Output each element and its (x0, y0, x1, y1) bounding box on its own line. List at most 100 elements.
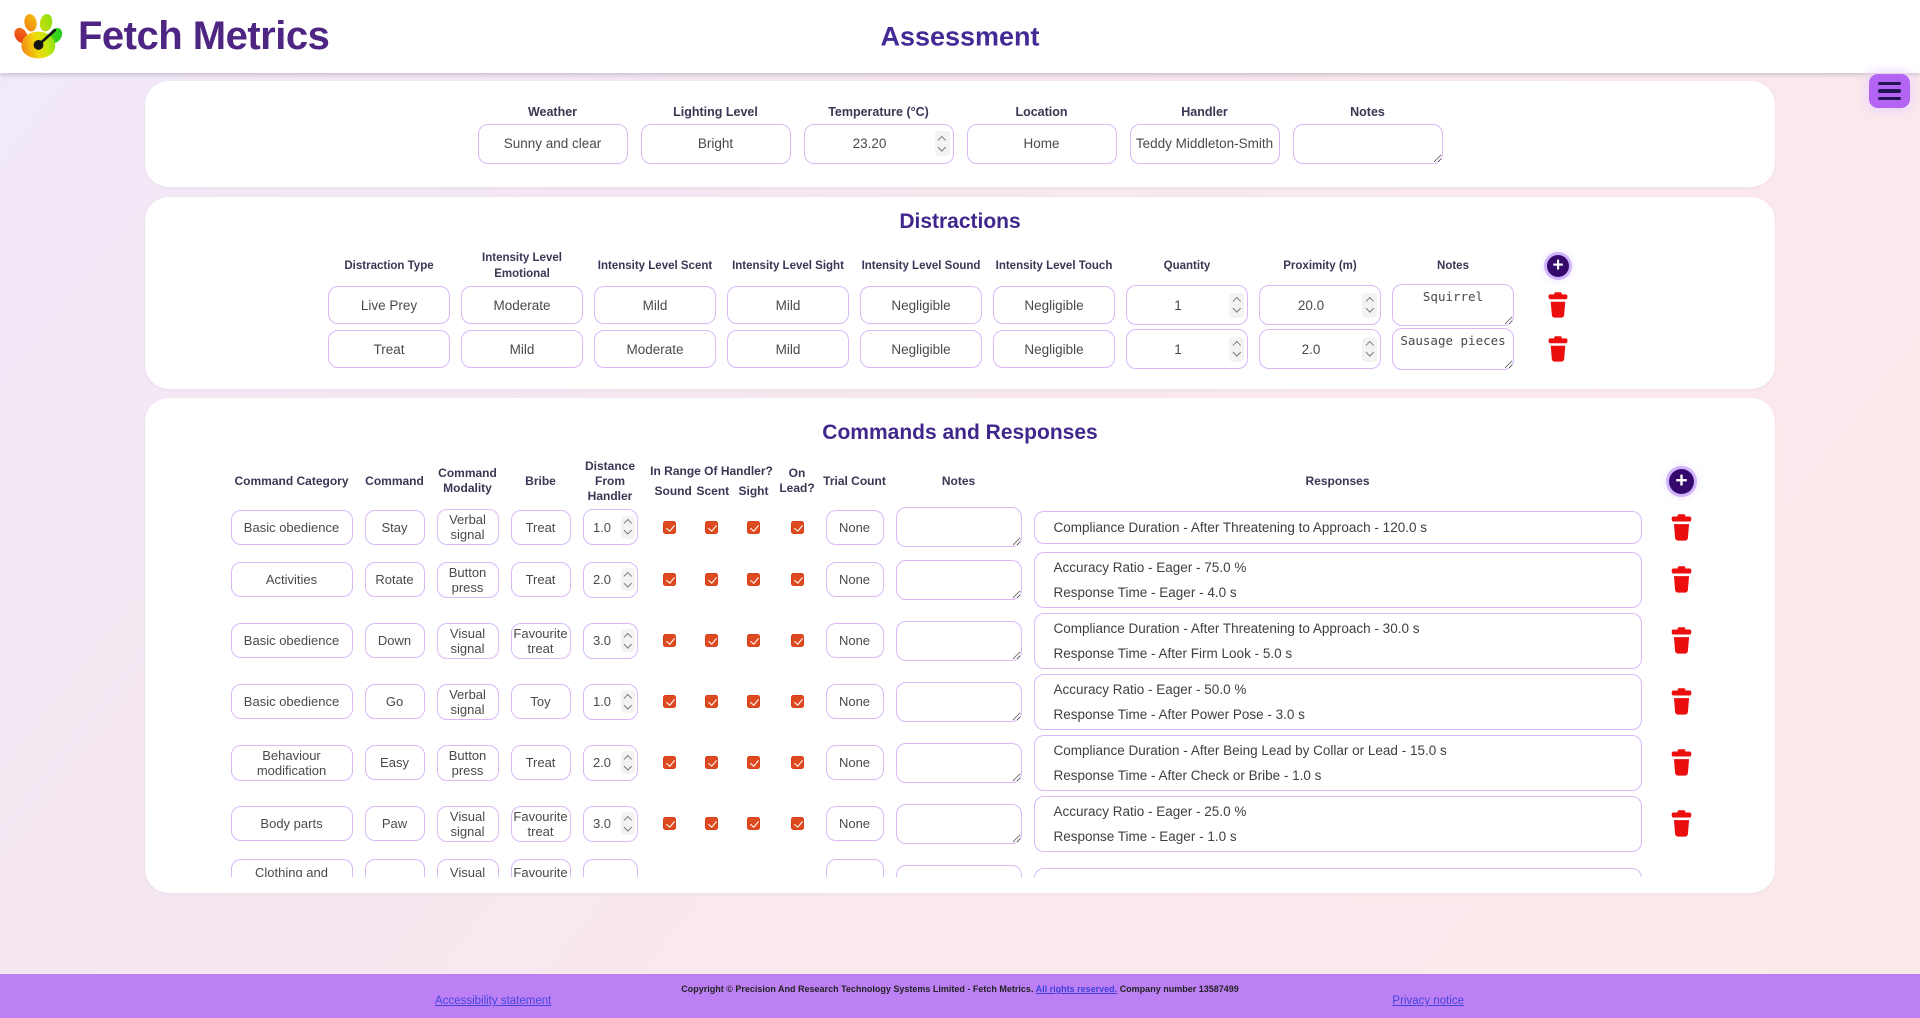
number-spinner[interactable] (620, 751, 635, 774)
sight-checkbox[interactable] (747, 817, 760, 830)
number-spinner[interactable] (1362, 336, 1377, 362)
command-modality-select[interactable]: Visual signal (436, 805, 499, 842)
distance-from-handler-input[interactable] (582, 858, 638, 877)
command-select[interactable]: Easy (364, 745, 425, 780)
weather-select[interactable]: Sunny and clear (477, 123, 628, 164)
delete-command-button[interactable] (1671, 749, 1692, 776)
scent-checkbox[interactable] (705, 634, 718, 647)
command-modality-select[interactable]: Button press (436, 744, 499, 781)
trial-count-select[interactable]: None (825, 684, 884, 719)
command-modality-select[interactable]: Verbal signal (436, 509, 499, 545)
command-select[interactable]: Go (364, 684, 425, 719)
distance-from-handler-input[interactable]: 2.0 (582, 744, 638, 781)
intensity-touch-select[interactable]: Negligible (993, 330, 1115, 368)
intensity-sound-select[interactable]: Negligible (860, 330, 982, 368)
number-spinner[interactable] (1229, 336, 1244, 362)
distraction-type-select[interactable]: Treat (328, 330, 450, 368)
sound-checkbox[interactable] (663, 695, 676, 708)
environment-notes-textarea[interactable] (1292, 123, 1443, 164)
distance-from-handler-input[interactable]: 3.0 (582, 805, 638, 842)
intensity-sight-select[interactable]: Mild (727, 330, 849, 368)
scent-checkbox[interactable] (705, 695, 718, 708)
delete-distraction-button[interactable] (1548, 336, 1568, 362)
delete-command-button[interactable] (1671, 627, 1692, 654)
command-notes-textarea[interactable] (895, 681, 1022, 722)
handler-select[interactable]: Teddy Middleton-Smith (1129, 123, 1280, 164)
bribe-select[interactable]: Toy (510, 684, 571, 719)
responses-box[interactable]: Compliance Duration - After Threatening … (1033, 612, 1642, 669)
trial-count-select[interactable] (825, 858, 884, 877)
sound-checkbox[interactable] (663, 520, 676, 534)
command-modality-select[interactable]: Button press (436, 561, 499, 598)
trial-count-select[interactable]: None (825, 745, 884, 780)
command-category-select[interactable]: Clothing and (230, 858, 353, 877)
number-spinner[interactable] (620, 568, 635, 591)
on-lead-checkbox[interactable] (790, 817, 804, 830)
command-notes-textarea[interactable] (895, 620, 1022, 661)
number-spinner[interactable] (620, 629, 635, 652)
on-lead-checkbox[interactable] (790, 756, 804, 769)
bribe-select[interactable]: Favourite treat (510, 622, 571, 659)
temperature-input[interactable]: 23.20 (803, 123, 954, 164)
responses-box[interactable]: Accuracy Ratio - Eager - 50.0 % Response… (1033, 673, 1642, 730)
number-spinner[interactable] (620, 812, 635, 835)
command-select[interactable]: Stay (364, 509, 425, 545)
sight-checkbox[interactable] (747, 573, 760, 586)
all-rights-reserved-link[interactable]: All rights reserved. (1035, 984, 1118, 994)
scent-checkbox[interactable] (705, 817, 718, 830)
bribe-select[interactable]: Favourite (510, 858, 571, 877)
intensity-emotional-select[interactable]: Mild (461, 330, 583, 368)
command-notes-textarea[interactable] (895, 803, 1022, 844)
trial-count-select[interactable]: None (825, 623, 884, 658)
distraction-notes-textarea[interactable] (1392, 328, 1514, 370)
number-spinner[interactable] (620, 515, 635, 539)
command-notes-textarea[interactable] (895, 742, 1022, 783)
distance-from-handler-input[interactable]: 2.0 (582, 561, 638, 598)
sight-checkbox[interactable] (747, 756, 760, 769)
accessibility-statement-link[interactable]: Accessibility statement (435, 995, 552, 1007)
command-modality-select[interactable]: Verbal signal (436, 683, 499, 720)
on-lead-checkbox[interactable] (790, 573, 804, 586)
bribe-select[interactable]: Treat (510, 562, 571, 597)
command-select[interactable]: Rotate (364, 562, 425, 597)
number-spinner[interactable] (1229, 292, 1244, 318)
intensity-scent-select[interactable]: Moderate (594, 330, 716, 368)
command-select[interactable]: Paw (364, 806, 425, 841)
bribe-select[interactable]: Treat (510, 745, 571, 780)
distance-from-handler-input[interactable]: 1.0 (582, 509, 638, 545)
bribe-select[interactable]: Treat (510, 509, 571, 545)
quantity-input[interactable]: 1 (1126, 285, 1248, 325)
menu-button[interactable] (1869, 74, 1910, 108)
command-category-select[interactable]: Basic obedience (230, 684, 353, 719)
intensity-scent-select[interactable]: Mild (594, 286, 716, 324)
distraction-notes-textarea[interactable] (1392, 284, 1514, 326)
command-category-select[interactable]: Body parts (230, 806, 353, 841)
distance-from-handler-input[interactable]: 1.0 (582, 683, 638, 720)
number-spinner[interactable] (620, 690, 635, 713)
sound-checkbox[interactable] (663, 634, 676, 647)
command-category-select[interactable]: Activities (230, 562, 353, 597)
responses-box[interactable]: Accuracy Ratio - Eager - 75.0 % Response… (1033, 551, 1642, 608)
intensity-emotional-select[interactable]: Moderate (461, 286, 583, 324)
add-command-button[interactable]: + (1669, 468, 1694, 494)
responses-box[interactable]: Accuracy Ratio - Eager - 25.0 % Response… (1033, 795, 1642, 852)
proximity-input[interactable]: 2.0 (1259, 329, 1381, 369)
distraction-type-select[interactable]: Live Prey (328, 286, 450, 324)
sight-checkbox[interactable] (747, 520, 760, 534)
command-notes-textarea[interactable] (895, 507, 1022, 547)
command-category-select[interactable]: Basic obedience (230, 509, 353, 545)
sight-checkbox[interactable] (747, 634, 760, 647)
sound-checkbox[interactable] (663, 573, 676, 586)
sound-checkbox[interactable] (663, 756, 676, 769)
trial-count-select[interactable]: None (825, 562, 884, 597)
command-modality-select[interactable]: Visual (436, 858, 499, 877)
command-notes-textarea[interactable] (895, 864, 1022, 877)
privacy-notice-link[interactable]: Privacy notice (1392, 995, 1464, 1007)
number-spinner[interactable] (1362, 292, 1377, 318)
command-category-select[interactable]: Behaviour modification (230, 744, 353, 781)
on-lead-checkbox[interactable] (790, 695, 804, 708)
responses-box[interactable]: Compliance Duration - After Being Lead b… (1033, 734, 1642, 791)
command-notes-textarea[interactable] (895, 559, 1022, 600)
command-category-select[interactable]: Basic obedience (230, 623, 353, 658)
add-distraction-button[interactable]: + (1547, 255, 1569, 277)
